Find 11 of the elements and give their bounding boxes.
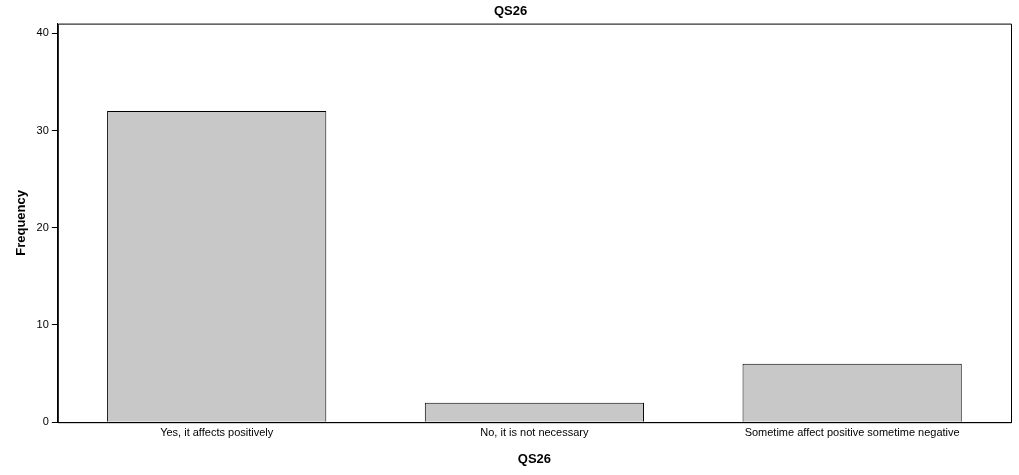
- y-tick-label: 20: [36, 220, 49, 233]
- x-axis-title: QS26: [517, 450, 552, 466]
- y-tick-label: 10: [36, 318, 49, 331]
- x-tick-label: Sometime affect positive sometime negative: [744, 425, 960, 438]
- y-tick-label: 30: [36, 123, 49, 136]
- x-tick-label: No, it is not necessary: [480, 425, 590, 438]
- chart-title: QS26: [493, 3, 528, 19]
- y-axis-title: Frequency: [13, 189, 29, 256]
- y-tick-label: 40: [36, 26, 49, 39]
- x-tick-label: Yes, it affects positively: [160, 425, 274, 438]
- y-tick-label: 0: [42, 415, 49, 428]
